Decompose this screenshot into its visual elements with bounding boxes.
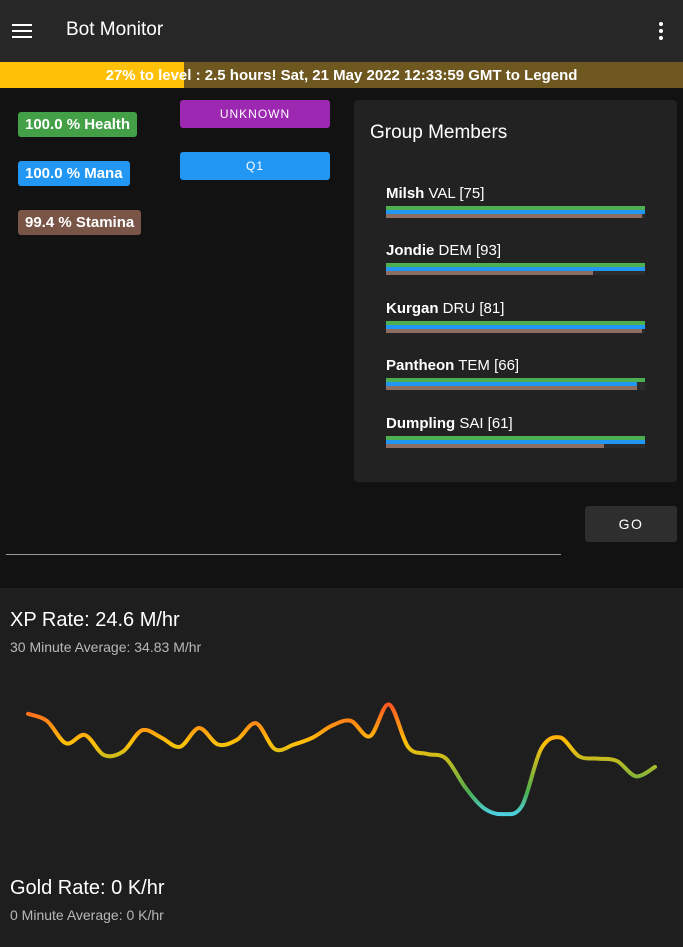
member-mana-bar	[386, 324, 645, 329]
app-title: Bot Monitor	[66, 19, 164, 40]
member-health-fill	[386, 320, 645, 325]
group-member-class-level: DEM [93]	[438, 242, 502, 260]
group-member-label: Milsh VAL [75]	[386, 185, 484, 202]
member-health-fill	[386, 206, 645, 210]
input-underline[interactable]	[6, 554, 561, 555]
level-eta: : 2.5 hours! Sat, 21 May 2022 12:33:59 G…	[191, 67, 578, 84]
app-bar: Bot Monitor	[0, 0, 683, 62]
group-member-label: Dumpling SAI [61]	[386, 415, 513, 432]
level-progress-bar: 27% to level : 2.5 hours! Sat, 21 May 20…	[0, 62, 683, 88]
group-member-class-level: TEM [66]	[458, 357, 520, 375]
group-member-name: Pantheon	[386, 357, 455, 375]
group-member-name: Dumpling	[386, 414, 456, 432]
rates-panel	[0, 588, 683, 947]
unknown-button[interactable]: UNKNOWN	[180, 100, 330, 128]
member-health-fill	[386, 263, 645, 268]
xp-rate-average: 30 Minute Average: 34.83 M/hr	[10, 639, 202, 655]
member-stamina-bar	[386, 443, 645, 448]
member-mana-bar	[386, 382, 645, 387]
menu-icon[interactable]	[12, 21, 32, 41]
go-button[interactable]: GO	[585, 506, 677, 542]
member-mana-fill	[386, 324, 645, 329]
group-member: Jondie DEM [93]	[386, 242, 645, 278]
member-health-bar	[386, 206, 645, 210]
group-member-name: Jondie	[386, 242, 435, 260]
group-title: Group Members	[370, 122, 508, 143]
member-mana-fill	[386, 210, 645, 214]
level-progress-text: 27% to level : 2.5 hours! Sat, 21 May 20…	[0, 67, 683, 84]
member-mana-fill	[386, 439, 645, 444]
member-mana-fill	[386, 382, 638, 387]
group-member: Milsh VAL [75]	[386, 185, 645, 221]
member-stamina-bar	[386, 271, 645, 276]
q1-button[interactable]: Q1	[180, 152, 330, 180]
group-member-label: Jondie DEM [93]	[386, 242, 501, 259]
member-stamina-bar	[386, 328, 645, 333]
health-badge: 100.0 % Health	[18, 112, 138, 137]
gold-rate-title: Gold Rate: 0 K/hr	[10, 877, 165, 899]
level-percent: 27% to level	[105, 67, 192, 84]
member-stamina-fill	[386, 443, 604, 448]
group-member-class-level: VAL [75]	[428, 185, 485, 202]
member-mana-fill	[386, 267, 645, 272]
mana-badge: 100.0 % Mana	[18, 161, 130, 186]
member-mana-bar	[386, 267, 645, 272]
xp-rate-title: XP Rate: 24.6 M/hr	[10, 609, 180, 631]
level-progress-fill	[0, 62, 185, 88]
group-member: Dumpling SAI [61]	[386, 415, 645, 451]
member-health-bar	[386, 435, 645, 440]
member-health-bar	[386, 320, 645, 325]
member-health-fill	[386, 378, 645, 383]
xp-rate-chart	[26, 702, 657, 817]
stamina-badge: 99.4 % Stamina	[18, 210, 142, 235]
group-member-label: Kurgan DRU [81]	[386, 300, 504, 317]
more-vert-icon[interactable]	[652, 20, 670, 42]
group-member-name: Milsh	[386, 185, 425, 202]
group-members-card: Group Members Milsh VAL [75] Jondie DEM […	[354, 100, 677, 482]
member-stamina-bar	[386, 214, 645, 218]
member-health-bar	[386, 263, 645, 268]
member-mana-bar	[386, 439, 645, 444]
member-stamina-fill	[386, 328, 643, 333]
group-member: Pantheon TEM [66]	[386, 357, 645, 393]
gold-rate-average: 0 Minute Average: 0 K/hr	[10, 907, 164, 923]
member-stamina-bar	[386, 386, 645, 391]
xp-rate-line	[26, 702, 657, 817]
group-member-class-level: SAI [61]	[459, 414, 513, 432]
member-health-fill	[386, 435, 645, 440]
member-stamina-fill	[386, 214, 643, 218]
group-member: Kurgan DRU [81]	[386, 300, 645, 336]
group-member-name: Kurgan	[386, 299, 439, 317]
group-member-label: Pantheon TEM [66]	[386, 357, 519, 374]
member-stamina-fill	[386, 386, 638, 391]
group-member-class-level: DRU [81]	[442, 299, 505, 317]
member-health-bar	[386, 378, 645, 383]
member-stamina-fill	[386, 271, 594, 276]
member-mana-bar	[386, 210, 645, 214]
